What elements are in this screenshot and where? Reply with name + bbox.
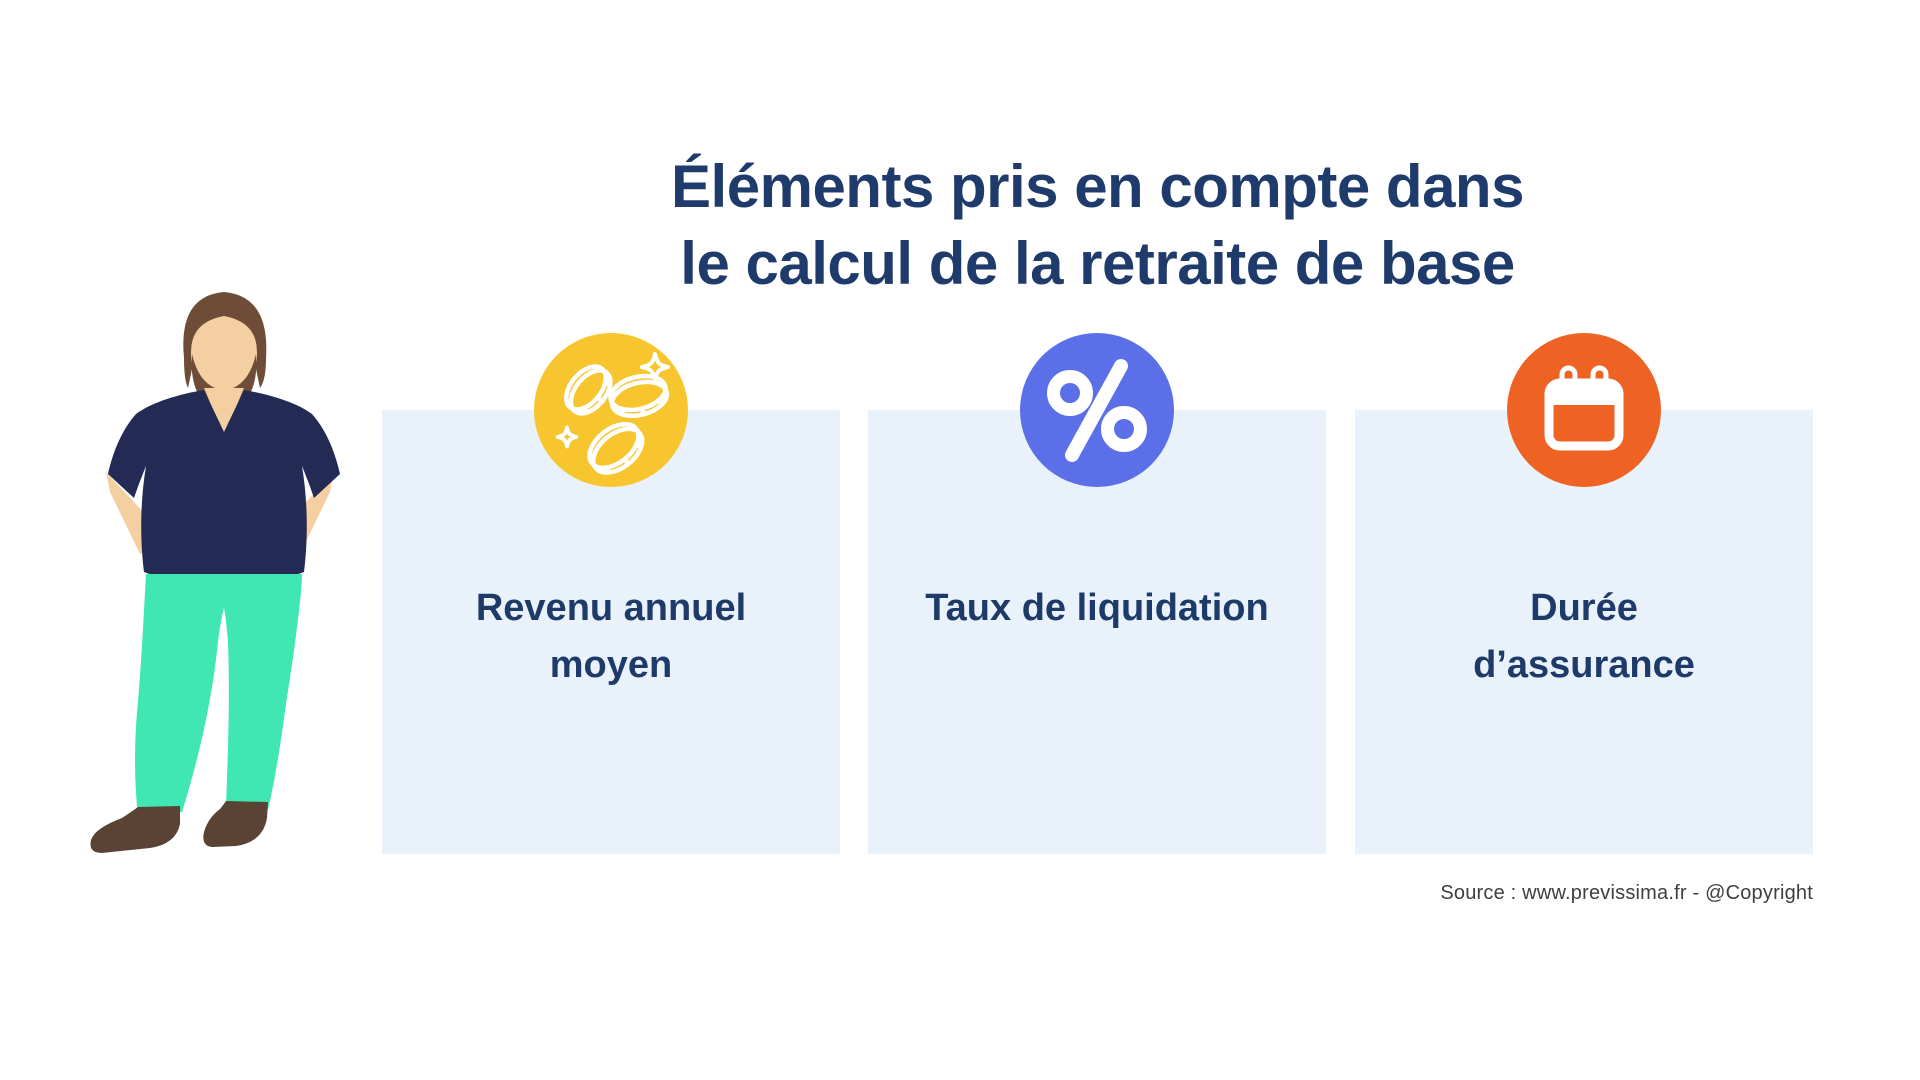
man-illustration (90, 292, 340, 853)
card-label: Taux de liquidation (868, 580, 1326, 637)
card-label-line-1: Durée (1530, 587, 1638, 629)
card-label-line-1: Revenu annuel (475, 587, 747, 629)
neck (204, 388, 244, 436)
card-label: Revenu annuel moyen (382, 580, 840, 694)
card-taux-de-liquidation: Taux de liquidation (868, 333, 1326, 854)
mouth (217, 378, 231, 384)
source-credit: Source : www.previssima.fr - @Copyright (1440, 882, 1813, 904)
card-label-line-2: d’assurance (1473, 644, 1695, 686)
hair-fringe (189, 294, 259, 352)
left-shoe (90, 806, 180, 853)
page-title-line-1: Éléments pris en compte dans (671, 153, 1524, 220)
face (191, 308, 257, 396)
card-duree-assurance: Durée d’assurance (1355, 333, 1813, 854)
pants (135, 574, 302, 816)
card-label-line-2: moyen (549, 644, 673, 686)
coins-icon (534, 333, 688, 487)
right-shoe (203, 801, 268, 847)
shirt (108, 390, 340, 581)
calendar-icon (1507, 333, 1661, 487)
page-title: Éléments pris en compte dans le calcul d… (382, 148, 1813, 302)
card-label-line-1: Taux de liquidation (925, 587, 1269, 629)
card-revenu-annuel-moyen: Revenu annuel moyen (382, 333, 840, 854)
card-label: Durée d’assurance (1355, 580, 1813, 694)
page-title-line-2: le calcul de la retraite de base (680, 230, 1515, 297)
percent-icon (1020, 333, 1174, 487)
